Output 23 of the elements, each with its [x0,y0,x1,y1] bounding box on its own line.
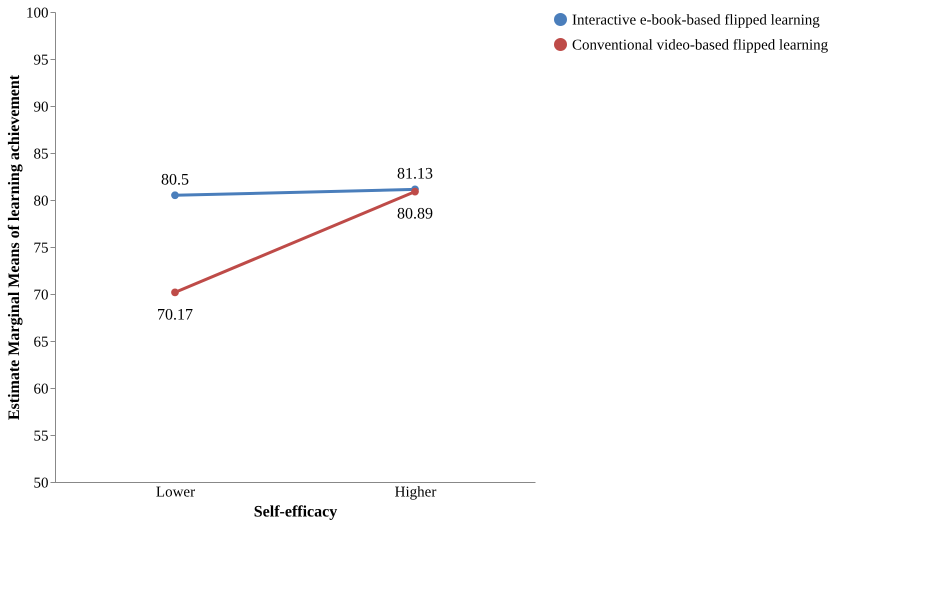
y-tick-label: 85 [34,146,48,162]
x-tick-label: Lower [156,484,196,500]
x-axis-title: Self-efficacy [254,504,338,520]
data-label: 70.17 [157,306,193,324]
y-tick-label: 80 [34,194,48,210]
y-tick-label: 75 [34,240,48,256]
y-tick-label: 70 [34,288,48,304]
y-tick-label: 100 [26,6,48,22]
data-label: 81.13 [397,165,433,182]
point [171,191,179,200]
data-label: 80.89 [397,206,433,223]
y-tick-label: 60 [34,382,48,398]
y-axis-title: Estimate Marginal Means of learning achievement [6,74,23,420]
point [171,288,179,296]
y-tick-label: 55 [34,428,48,444]
y-tick-label: 65 [34,334,48,350]
y-tick-label: 50 [34,476,48,492]
legend-label: Conventional video-based flipped learning [572,38,829,54]
y-tick-label: 95 [34,52,48,68]
x-tick-label: Higher [394,484,436,500]
y-tick-label: 90 [34,100,48,116]
data-label: 80.5 [161,171,189,188]
legend-label: Interactive e-book-based flipped learning [572,12,820,28]
